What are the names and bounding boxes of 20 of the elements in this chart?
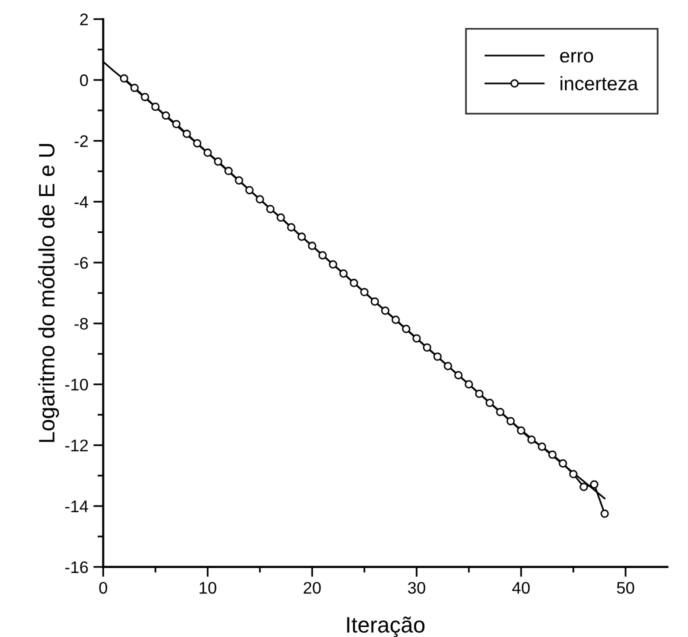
legend-label: erro xyxy=(560,52,594,63)
y-tick-label: -4 xyxy=(74,196,88,208)
legend-label: incerteza xyxy=(560,76,638,90)
x-tick-label: 10 xyxy=(200,582,216,594)
y-tick-label: -8 xyxy=(74,318,88,330)
y-tick-label: -12 xyxy=(65,440,88,452)
y-tick-label: -6 xyxy=(74,256,88,269)
y-tick-label: 0 xyxy=(80,74,88,86)
x-tick-label: 40 xyxy=(512,582,530,594)
y-tick-label: 2 xyxy=(80,14,88,26)
y-tick-label: -10 xyxy=(65,378,88,391)
x-tick-label: 0 xyxy=(99,582,108,594)
y-axis-title: Logaritmo do módulo de E e U xyxy=(38,144,59,442)
y-tick-label: -2 xyxy=(74,135,88,147)
x-tick-label: 20 xyxy=(304,582,321,594)
x-tick-label: 30 xyxy=(408,582,426,594)
y-tick-label: -16 xyxy=(65,561,88,574)
y-tick-label: -14 xyxy=(65,500,88,512)
x-axis-title: Iteração xyxy=(347,616,424,637)
x-tick-label: 50 xyxy=(616,582,634,594)
